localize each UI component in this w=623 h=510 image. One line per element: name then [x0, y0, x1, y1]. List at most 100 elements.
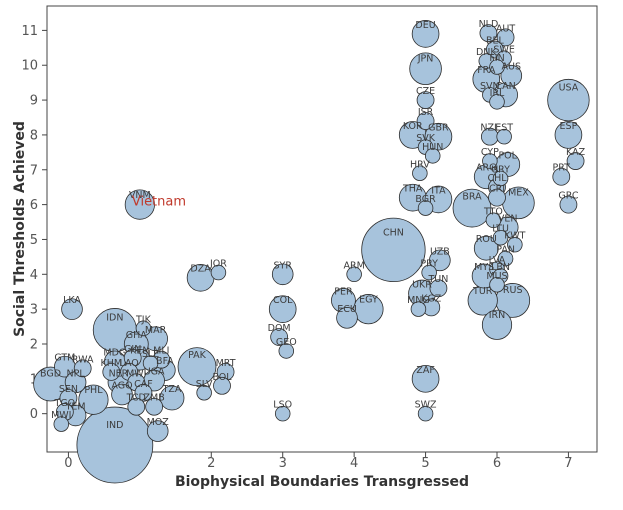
bubble-label-rou: ROU [476, 234, 497, 245]
bubble-fin [489, 59, 505, 75]
bubble-label-mar: MAR [145, 325, 167, 336]
y-axis-title: Social Thresholds Achieved [12, 121, 28, 337]
bubble-label-rwa: RWA [72, 354, 94, 365]
bubble-label-mwi: MWI [126, 368, 146, 379]
bubble-label-rus: RUS [503, 285, 523, 296]
bubble-ltu [492, 229, 509, 246]
bubble-label-ury: URY [491, 164, 510, 175]
bubble-arm [346, 266, 362, 283]
bubble-kwt [507, 236, 523, 253]
y-tick-label: 8 [30, 128, 38, 143]
bubble-label-tjk: TJK [135, 314, 152, 325]
bubble-rou [473, 235, 499, 261]
bubble-label-caf: CAF [134, 379, 153, 390]
bubble-chn [361, 217, 426, 283]
bubble-label-syr: SYR [273, 260, 292, 271]
bubble-label-sen: SEN [59, 384, 78, 395]
bubble-label-bra: BRA [462, 192, 482, 203]
bubble-label-yem: YEM [65, 401, 86, 412]
bubble-tjk [135, 320, 152, 337]
bubble-label-idn: IDN [106, 312, 123, 323]
bubble-ury [492, 170, 509, 187]
bubble-label-kaz: KAZ [566, 147, 586, 158]
bubble-label-jpn: JPN [417, 54, 434, 65]
bubble-label-dnk: DNK [476, 47, 497, 58]
y-tick-label: 9 [30, 94, 38, 109]
bubble-label-fin: FIN [489, 53, 504, 64]
bubble-label-esp: ESP [560, 121, 578, 132]
bubble-label-swe: SWE [493, 44, 514, 55]
bubble-zmb [145, 397, 164, 416]
bubble-hun [424, 148, 441, 164]
bubble-label-mus: MUS [486, 271, 507, 282]
bubble-label-bel: BEL [486, 36, 505, 47]
bubble-label-gha: GHA [126, 330, 148, 341]
bubble-label-mwi: MWI [51, 410, 71, 421]
bubble-label-chn: CHN [383, 228, 404, 239]
bubble-label-aus: AUS [502, 62, 521, 73]
x-axis-ticks: 01234567 [64, 452, 573, 471]
bubble-slv [196, 385, 212, 401]
bubble-usa [547, 78, 590, 122]
bubble-zaf [411, 365, 440, 393]
bubble-label-ukr: UKR [412, 279, 432, 290]
bubble-label-khm: KHM [100, 358, 122, 369]
bubble-label-sle: SLE [142, 349, 159, 360]
bubble-label-tgo: TGO [54, 398, 76, 409]
bubble-label-usa: USA [559, 83, 579, 94]
bubble-label-pry: PRY [420, 259, 438, 270]
bubble-label-mrt: MRT [216, 358, 236, 369]
y-tick-label: 2 [30, 337, 38, 352]
bubble-label-prt: PRT [553, 163, 571, 174]
bubble-label-kwt: KWT [504, 231, 525, 242]
x-tick-label: 3 [279, 456, 287, 471]
bubble-vnm [124, 189, 155, 220]
bubble-est [496, 128, 512, 145]
y-tick-label: 0 [30, 407, 38, 422]
bubble-label-lso: LSO [273, 400, 292, 411]
bubble-aut [496, 28, 515, 47]
bubble-label-gin: GIN [124, 344, 141, 355]
bubble-label-pan: PAN [496, 245, 515, 256]
bubble-label-pol: POL [498, 151, 517, 162]
bubble-label-irn: IRN [489, 310, 506, 321]
bubble-mus [489, 277, 505, 293]
bubble-label-zmb: ZMB [144, 393, 165, 404]
bubble-label-hun: HUN [422, 142, 443, 153]
bubble-label-moz: MOZ [147, 417, 170, 428]
bubble-label-tza: TZA [162, 384, 182, 395]
bubble-label-tha: THA [402, 184, 423, 195]
bubble-label-ken: KEN [130, 346, 149, 357]
y-tick-label: 5 [30, 233, 38, 248]
bubble-label-bgd: BGD [40, 368, 61, 379]
bubble-label-ago: AGO [111, 381, 132, 392]
bubble-label-grc: GRC [558, 191, 578, 202]
bubble-label-lao: LAO [119, 358, 138, 369]
bubble-label-pak: PAK [188, 350, 207, 361]
bubble-label-lbn: LBN [491, 262, 510, 273]
bubble-label-svk: SVK [416, 133, 436, 144]
bubble-label-jor: JOR [209, 259, 227, 270]
bubble-label-arg: ARG [476, 163, 496, 174]
bubble-label-mng: MNG [407, 295, 430, 306]
x-tick-label: 5 [421, 456, 429, 471]
bubble-label-tcd: TCD [126, 393, 146, 404]
bubble-label-ner: NER [109, 368, 129, 379]
bubble-lka [61, 298, 83, 320]
bubble-label-tto: TTO [483, 206, 503, 217]
bubble-label-kgz: KGZ [421, 293, 442, 304]
bubble-mng [410, 301, 427, 317]
x-tick-label: 6 [493, 456, 501, 471]
bubble-irn [481, 309, 513, 340]
bubble-deu [411, 20, 440, 48]
bubble-label-dom: DOM [268, 323, 291, 334]
bubble-egy [353, 294, 384, 325]
bubble-label-chl: CHL [487, 173, 507, 184]
bubble-label-mys: MYS [474, 262, 494, 273]
bubble-label-hrv: HRV [410, 159, 430, 170]
bubble-isr [416, 112, 435, 130]
bubble-ind [76, 406, 154, 484]
bubble-rwa [73, 359, 92, 378]
bubble-label-slv: SLV [196, 379, 213, 390]
bubble-bol [213, 376, 231, 395]
